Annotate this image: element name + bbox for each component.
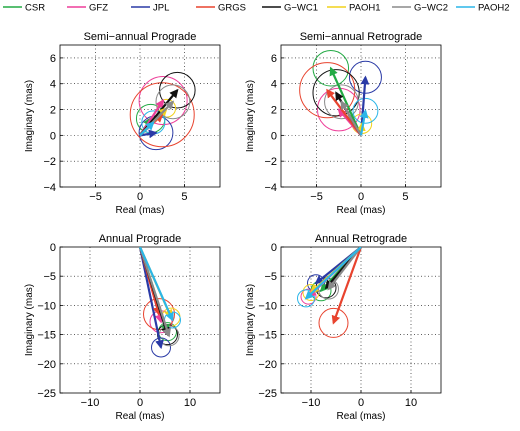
- y-tick-label: 0: [271, 130, 277, 142]
- legend-label: PAOH2: [478, 3, 510, 14]
- uncertainty-circle-gfz: [138, 76, 188, 126]
- uncertainty-circle-jpl: [348, 60, 382, 94]
- y-tick-label: 6: [271, 53, 277, 65]
- x-tick-label: 0: [358, 191, 364, 203]
- y-tick-label: −2: [264, 156, 277, 168]
- y-tick-label: 4: [50, 79, 56, 91]
- uncertainty-circle-gwc2: [324, 84, 359, 120]
- legend-label: PAOH1: [349, 3, 381, 14]
- uncertainty-circle-grgs: [318, 307, 349, 338]
- legend-label: CSR: [25, 3, 45, 14]
- phasor-arrow-jpl: [139, 129, 158, 139]
- y-tick-label: 0: [271, 242, 277, 254]
- legend-item-gfz: GFZ: [67, 3, 108, 14]
- legend-item-gwc1: G−WC1: [262, 3, 318, 14]
- data-marks: [138, 247, 181, 358]
- plot-area: [59, 246, 221, 394]
- legend-label: G−WC2: [414, 3, 448, 14]
- y-tick-label: −25: [258, 388, 277, 400]
- chart-title: Semi−annual Retrograde: [300, 31, 423, 43]
- chart-panel-1: Semi−annual Prograde −5 0 5 −4 −2 0 2 4 6 Real (ma…: [24, 31, 221, 216]
- y-tick-label: −5: [43, 271, 56, 283]
- y-tick-label: 2: [271, 105, 277, 117]
- chart-panel-4: Annual Retrograde −10 0 10 −25 −20 −15 −10 −5 0 Re…: [245, 233, 442, 422]
- y-tick-label: 0: [50, 242, 56, 254]
- chart-panel-3: Annual Prograde −10 0 10 −25 −20 −15 −10 −5 0 Real…: [24, 233, 221, 422]
- uncertainty-circle-paoh2: [297, 289, 315, 308]
- legend-item-jpl: JPL: [131, 3, 169, 14]
- legend-label: JPL: [153, 3, 169, 14]
- y-axis-label: Imaginary (mas): [24, 284, 35, 356]
- y-tick-label: 2: [50, 105, 56, 117]
- y-tick-label: −5: [264, 271, 277, 283]
- y-tick-label: 0: [50, 130, 56, 142]
- uncertainty-circle-jpl: [151, 337, 171, 358]
- x-tick-label: −10: [81, 397, 100, 409]
- y-tick-label: −15: [37, 330, 56, 342]
- data-marks: [129, 71, 196, 151]
- x-axis-label: Real (mas): [116, 411, 165, 422]
- legend-label: GFZ: [89, 3, 108, 14]
- x-tick-label: 0: [137, 191, 143, 203]
- x-axis-label: Real (mas): [337, 411, 386, 422]
- y-tick-label: −10: [37, 300, 56, 312]
- chart-title: Semi−annual Prograde: [84, 31, 197, 43]
- legend-item-grgs: GRGS: [196, 3, 246, 14]
- x-tick-label: −5: [310, 191, 323, 203]
- y-axis-label: Imaginary (mas): [245, 284, 256, 356]
- y-tick-label: −2: [43, 156, 56, 168]
- x-tick-label: 5: [181, 191, 187, 203]
- x-axis-label: Real (mas): [116, 205, 165, 216]
- y-axis-label: Imaginary (mas): [245, 80, 256, 152]
- phasor-arrow-paoh2: [138, 247, 174, 322]
- y-tick-label: −4: [43, 182, 56, 194]
- y-tick-label: −20: [37, 359, 56, 371]
- y-tick-label: 4: [271, 79, 277, 91]
- phasor-arrow-paoh2: [359, 109, 369, 136]
- phasor-arrow-paoh2: [304, 247, 362, 300]
- chart-title: Annual Retrograde: [315, 233, 407, 245]
- x-tick-label: 10: [184, 397, 196, 409]
- legend-item-gwc2: G−WC2: [392, 3, 448, 14]
- y-tick-label: −20: [258, 359, 277, 371]
- y-tick-label: −25: [37, 388, 56, 400]
- chart-title: Annual Prograde: [99, 233, 182, 245]
- uncertainty-circle-gwc1: [159, 71, 196, 109]
- uncertainty-circle-grgs: [299, 62, 356, 119]
- legend-item-csr: CSR: [3, 3, 45, 14]
- phasor-arrow-gwc2: [327, 247, 362, 291]
- legend-item-paoh2: PAOH2: [456, 3, 510, 14]
- x-tick-label: −5: [89, 191, 102, 203]
- x-tick-label: 5: [402, 191, 408, 203]
- data-marks: [297, 247, 363, 338]
- y-tick-label: −4: [264, 182, 277, 194]
- y-tick-label: −10: [258, 300, 277, 312]
- uncertainty-circle-grgs: [129, 82, 195, 148]
- x-tick-label: 0: [137, 397, 143, 409]
- legend-label: G−WC1: [284, 3, 318, 14]
- legend-label: GRGS: [218, 3, 246, 14]
- x-tick-label: 10: [405, 397, 417, 409]
- uncertainty-circle-csr: [312, 49, 350, 87]
- legend: CSR GFZ JPL GRGS G−WC1 PAOH1 G−WC2 PAOH2: [3, 3, 510, 14]
- y-tick-label: −15: [258, 330, 277, 342]
- x-axis-label: Real (mas): [337, 205, 386, 216]
- chart-panel-2: Semi−annual Retrograde −5 0 5 −4 −2 0 2 4 6 Real (…: [245, 31, 442, 216]
- y-axis-label: Imaginary (mas): [24, 80, 35, 152]
- phasor-arrow-jpl: [138, 247, 164, 350]
- x-tick-label: 0: [358, 397, 364, 409]
- data-marks: [299, 49, 382, 137]
- plot-area: [280, 246, 442, 394]
- legend-item-paoh1: PAOH1: [327, 3, 381, 14]
- phasor-arrow-grgs: [331, 247, 363, 325]
- phasor-arrow-gwc2: [138, 247, 171, 338]
- y-tick-label: 6: [50, 53, 56, 65]
- x-tick-label: −10: [302, 397, 321, 409]
- phasor-arrow-gwc2: [340, 100, 362, 136]
- phasor-arrow-paoh2: [139, 121, 155, 137]
